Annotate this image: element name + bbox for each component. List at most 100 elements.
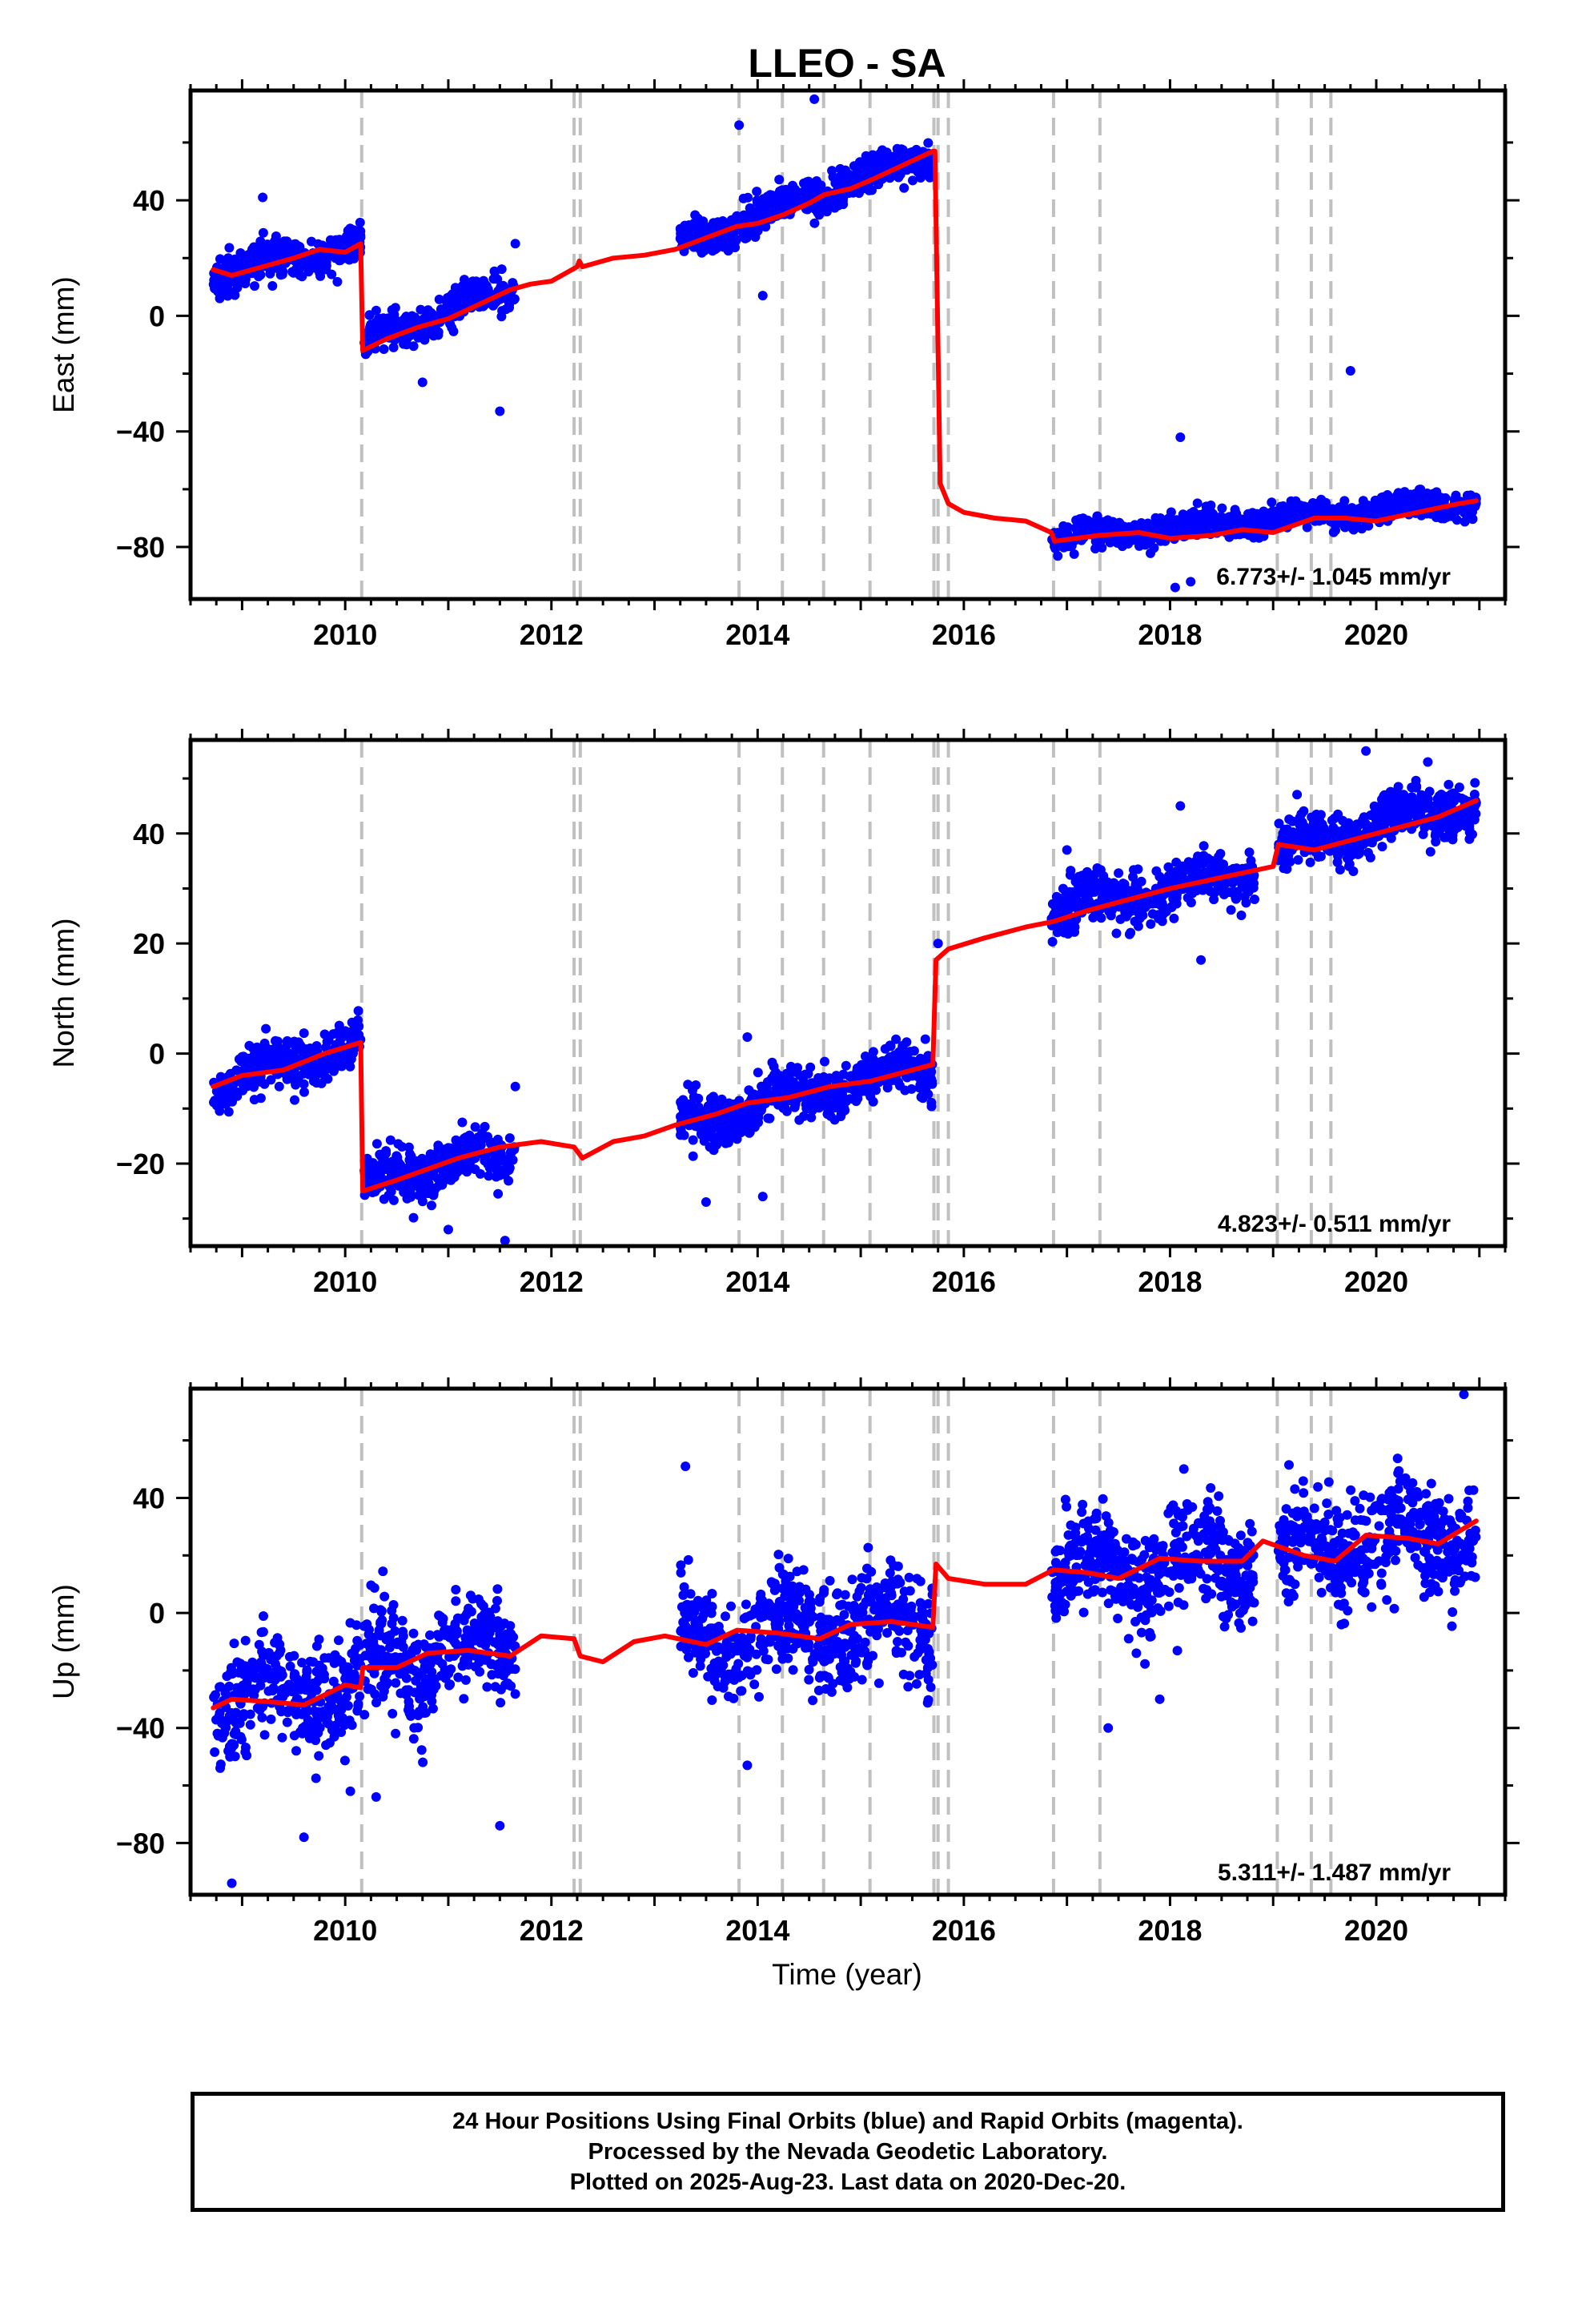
data-point — [1340, 520, 1351, 530]
data-point — [414, 332, 424, 342]
data-point — [1399, 492, 1409, 502]
data-point — [504, 1133, 515, 1144]
data-point — [1118, 879, 1128, 889]
data-point — [250, 281, 259, 292]
data-point — [1344, 859, 1355, 870]
data-point — [838, 1069, 849, 1080]
x-tick-label: 2010 — [313, 1265, 377, 1298]
y-tick-label: 40 — [133, 184, 165, 217]
data-point — [391, 1151, 402, 1161]
data-point — [682, 1099, 693, 1109]
data-point — [1193, 870, 1203, 881]
data-point — [1199, 850, 1209, 861]
data-point — [926, 1101, 937, 1112]
data-point — [829, 195, 839, 206]
data-point — [287, 267, 298, 277]
data-point — [399, 1187, 409, 1197]
outlier-point — [1170, 582, 1180, 593]
data-point — [448, 289, 458, 299]
data-point — [491, 1172, 501, 1182]
data-point — [1217, 503, 1227, 513]
data-point — [1111, 928, 1122, 939]
data-point — [353, 1006, 363, 1016]
data-point — [809, 218, 820, 228]
data-point — [1282, 864, 1292, 875]
data-point — [1130, 879, 1141, 890]
outlier-point — [495, 406, 505, 416]
data-point — [319, 1029, 330, 1039]
data-point — [1256, 509, 1267, 520]
data-point — [851, 175, 861, 185]
data-point — [496, 264, 507, 275]
data-point — [274, 1081, 284, 1092]
data-point — [762, 191, 773, 202]
outlier-point — [734, 120, 745, 131]
data-point — [868, 1061, 878, 1071]
data-point — [1287, 816, 1298, 826]
data-point — [841, 1060, 851, 1071]
data-point — [871, 1085, 881, 1096]
data-point — [1092, 511, 1102, 521]
data-point — [1078, 883, 1088, 894]
data-point — [895, 1047, 905, 1057]
data-point — [440, 1172, 450, 1183]
data-point — [774, 175, 785, 185]
data-point — [1183, 520, 1194, 530]
data-point — [408, 341, 419, 352]
data-point — [1432, 794, 1443, 804]
data-point — [1214, 851, 1224, 862]
data-point — [416, 304, 426, 315]
data-point — [1125, 534, 1134, 545]
data-point — [500, 1169, 510, 1180]
data-point — [1377, 794, 1387, 805]
data-point — [336, 1061, 347, 1072]
data-point — [1336, 827, 1346, 838]
data-point — [280, 1044, 291, 1055]
data-point — [371, 318, 382, 328]
data-point — [1239, 879, 1249, 889]
data-point — [1373, 818, 1383, 828]
data-point — [1050, 908, 1059, 919]
data-point — [255, 1093, 266, 1104]
data-point — [1446, 828, 1456, 838]
data-point — [753, 1068, 763, 1078]
data-point — [1192, 498, 1203, 509]
data-point — [290, 1095, 299, 1105]
data-point — [715, 1120, 725, 1130]
data-point — [504, 300, 514, 310]
data-point — [398, 1165, 408, 1176]
data-point — [1203, 518, 1214, 529]
data-point — [406, 1192, 416, 1202]
data-point — [375, 1149, 385, 1160]
data-point — [404, 1142, 414, 1152]
data-point — [875, 148, 885, 159]
x-tick-label: 2018 — [1138, 618, 1202, 651]
data-point — [371, 305, 381, 316]
data-point — [1275, 505, 1285, 516]
data-point — [277, 1732, 287, 1743]
data-point — [257, 1712, 267, 1723]
data-point — [458, 1146, 468, 1156]
outlier-point — [1196, 955, 1207, 965]
data-point — [1079, 520, 1090, 530]
outlier-point — [1361, 746, 1371, 756]
data-point — [342, 1030, 352, 1040]
rate-annotation: 6.773+/- 1.045 mm/yr — [1216, 564, 1451, 590]
data-point — [717, 1094, 727, 1104]
data-point — [1053, 551, 1063, 561]
data-point — [1315, 851, 1326, 862]
data-point — [1274, 818, 1284, 829]
data-point — [227, 1091, 238, 1101]
data-point — [855, 157, 865, 167]
data-point — [1178, 861, 1189, 871]
x-tick-label: 2012 — [520, 618, 584, 651]
data-point — [387, 321, 398, 332]
data-point — [1171, 857, 1182, 867]
data-point — [1187, 887, 1198, 898]
x-tick-label: 2012 — [520, 1265, 584, 1298]
x-tick-label: 2014 — [725, 1265, 789, 1298]
data-point — [385, 1135, 396, 1145]
data-point — [679, 1130, 689, 1140]
